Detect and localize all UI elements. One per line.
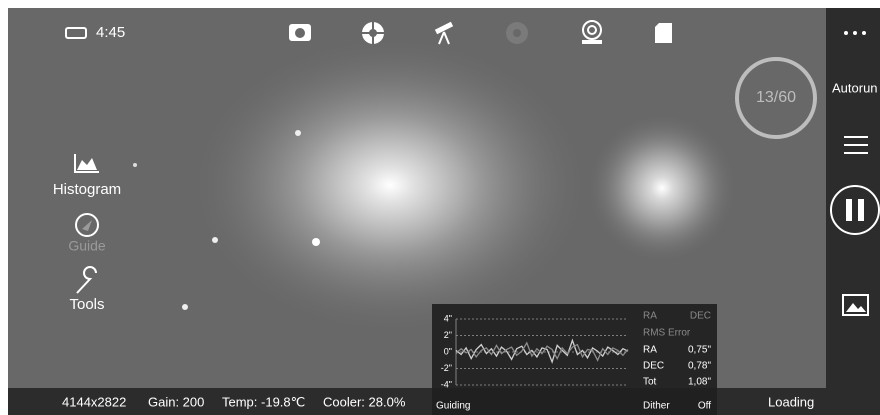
more-button[interactable] (844, 31, 866, 35)
y-tick-label: -4" (441, 379, 452, 389)
camera-button[interactable] (289, 24, 311, 41)
column-header: DEC (690, 311, 711, 322)
guide-button[interactable]: Guide (68, 213, 106, 254)
exposure-counter: 13/60 (756, 89, 796, 106)
rms-label: RA (643, 345, 657, 356)
dither-label: Dither (643, 401, 670, 412)
gallery-button[interactable] (842, 294, 869, 316)
focus-button[interactable] (361, 21, 385, 45)
guide-line (455, 338, 629, 364)
guide-panel: RA DEC RMS Error Guiding Dither Off RA 0,… (432, 304, 717, 415)
gain: Gain: 200 (148, 394, 204, 409)
mount-button[interactable] (434, 21, 454, 45)
rms-value: 0,78" (688, 361, 711, 372)
autorun-button[interactable]: Autorun (832, 80, 878, 95)
storage-button[interactable] (655, 23, 672, 43)
menu-label: Histogram (53, 181, 121, 198)
y-tick-label: 2" (444, 330, 452, 340)
y-tick-label: -2" (441, 363, 452, 373)
rms-label: Tot (643, 377, 657, 388)
progress-ring (735, 57, 817, 139)
histogram-button[interactable]: Histogram (53, 154, 121, 198)
guide-line (455, 341, 629, 362)
rms-value: 1,08" (688, 377, 711, 388)
temperature: Temp: -19.8℃ (222, 394, 305, 409)
column-header: RA (643, 311, 657, 322)
filter-wheel-button[interactable] (506, 22, 528, 44)
sequence-button[interactable] (844, 136, 868, 154)
rms-title: RMS Error (643, 328, 691, 339)
rms-label: DEC (643, 361, 664, 372)
y-tick-label: 4" (444, 313, 452, 323)
clock: 4:45 (96, 24, 125, 41)
resolution: 4144x2822 (62, 394, 126, 409)
menu-label: Guide (68, 238, 106, 254)
cooler: Cooler: 28.0% (323, 394, 406, 409)
dither-value: Off (698, 401, 711, 412)
menu-label: Tools (69, 296, 104, 313)
rms-value: 0,75" (688, 345, 711, 356)
galaxy (190, 35, 590, 335)
tools-button[interactable]: Tools (69, 266, 105, 313)
galaxy (587, 113, 737, 263)
y-tick-label: 0" (444, 346, 452, 356)
focuser-button[interactable] (582, 20, 602, 44)
pause-button[interactable] (830, 185, 880, 235)
right-bar (826, 8, 880, 415)
battery-icon (65, 27, 87, 39)
status: Loading (768, 394, 814, 409)
guide-state: Guiding (436, 401, 470, 412)
